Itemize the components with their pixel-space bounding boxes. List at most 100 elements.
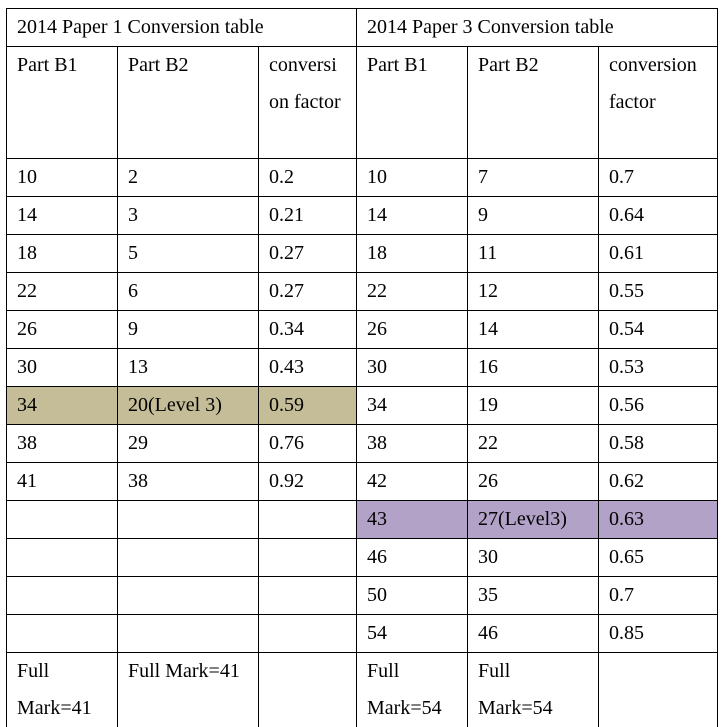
paper1-cell-conversion-factor: 0.92: [257, 462, 358, 501]
paper3-title: 2014 Paper 3 Conversion table: [356, 8, 719, 47]
paper1-cell-conversion-factor: 0.59: [257, 386, 358, 425]
paper3-cell-part-b1: 38: [356, 424, 469, 463]
paper1-cell-conversion-factor: 0.21: [257, 196, 358, 235]
paper1-cell-part-b1: 34: [6, 386, 118, 425]
paper3-cell-part-b2: 16: [467, 348, 600, 387]
paper3-cell-part-b1: 14: [356, 196, 469, 235]
paper3-cell-conversion-factor: 0.62: [598, 462, 719, 501]
paper1-cell-part-b1: 18: [6, 234, 118, 273]
paper3-full-mark-part-b1: Full Mark=54: [356, 652, 469, 727]
paper1-title: 2014 Paper 1 Conversion table: [5, 8, 358, 47]
paper1-header-conversion-factor: conversion factor: [257, 46, 358, 159]
paper1-cell-part-b1: 14: [6, 196, 118, 235]
table-row: 50 35 0.7: [6, 576, 719, 615]
paper3-cell-conversion-factor: 0.63: [598, 500, 719, 539]
paper3-cell-conversion-factor: 0.61: [598, 234, 719, 273]
paper1-full-mark-conversion-factor: [257, 652, 358, 727]
paper3-cell-part-b1: 42: [356, 462, 469, 501]
paper3-cell-conversion-factor: 0.58: [598, 424, 719, 463]
paper1-full-mark-part-b1: Full Mark=41: [6, 652, 118, 727]
paper1-cell-part-b1: [6, 614, 118, 653]
paper3-cell-part-b2: 7: [467, 158, 600, 197]
paper3-cell-part-b1: 54: [356, 614, 469, 653]
table-row: 10 2 0.2 10 7 0.7: [6, 158, 719, 197]
conversion-tables: 2014 Paper 1 Conversion table 2014 Paper…: [5, 8, 719, 727]
paper3-cell-conversion-factor: 0.65: [598, 538, 719, 577]
paper1-cell-conversion-factor: 0.76: [257, 424, 358, 463]
paper1-cell-conversion-factor: [257, 614, 358, 653]
footer-row: Full Mark=41 Full Mark=41 Full Mark=54 Full…: [6, 652, 719, 727]
paper3-cell-part-b2: 9: [467, 196, 600, 235]
table-row: 34 20(Level 3) 0.59 34 19 0.56: [6, 386, 719, 425]
paper3-cell-conversion-factor: 0.85: [598, 614, 719, 653]
table-row: 43 27(Level3) 0.63: [6, 500, 719, 539]
paper3-cell-conversion-factor: 0.56: [598, 386, 719, 425]
paper1-cell-part-b1: [6, 538, 118, 577]
paper1-cell-conversion-factor: [257, 538, 358, 577]
paper1-cell-part-b2: 38: [117, 462, 259, 501]
paper1-cell-part-b1: 41: [6, 462, 118, 501]
paper3-cell-part-b1: 50: [356, 576, 469, 615]
paper3-cell-part-b1: 43: [356, 500, 469, 539]
table-row: 41 38 0.92 42 26 0.62: [6, 462, 719, 501]
paper3-cell-conversion-factor: 0.64: [598, 196, 719, 235]
table-row: 22 6 0.27 22 12 0.55: [6, 272, 719, 311]
paper3-cell-part-b2: 35: [467, 576, 600, 615]
paper1-cell-part-b2: 9: [117, 310, 259, 349]
paper1-cell-part-b2: 6: [117, 272, 259, 311]
paper3-cell-part-b1: 22: [356, 272, 469, 311]
table-row: 54 46 0.85: [6, 614, 719, 653]
paper1-cell-part-b1: 30: [6, 348, 118, 387]
paper1-cell-conversion-factor: 0.27: [257, 272, 358, 311]
paper3-cell-part-b2: 14: [467, 310, 600, 349]
paper1-cell-part-b2: 5: [117, 234, 259, 273]
paper3-header-part-b2: Part B2: [467, 46, 600, 159]
paper1-full-mark-part-b2: Full Mark=41: [117, 652, 259, 727]
paper3-cell-conversion-factor: 0.53: [598, 348, 719, 387]
table-row: 26 9 0.34 26 14 0.54: [6, 310, 719, 349]
paper1-cell-part-b2: [117, 538, 259, 577]
paper3-full-mark-part-b2: Full Mark=54: [467, 652, 600, 727]
table-row: 38 29 0.76 38 22 0.58: [6, 424, 719, 463]
paper1-cell-part-b1: [6, 500, 118, 539]
paper3-cell-conversion-factor: 0.55: [598, 272, 719, 311]
paper3-cell-part-b2: 11: [467, 234, 600, 273]
paper1-cell-conversion-factor: 0.27: [257, 234, 358, 273]
paper3-cell-conversion-factor: 0.7: [598, 158, 719, 197]
paper1-header-part-b2: Part B2: [117, 46, 259, 159]
paper1-cell-conversion-factor: 0.34: [257, 310, 358, 349]
paper1-cell-part-b1: 10: [6, 158, 118, 197]
paper1-cell-conversion-factor: 0.2: [257, 158, 358, 197]
paper1-cell-part-b2: 3: [117, 196, 259, 235]
table-row: 30 13 0.43 30 16 0.53: [6, 348, 719, 387]
table-row: 14 3 0.21 14 9 0.64: [6, 196, 719, 235]
paper3-header-part-b1: Part B1: [356, 46, 469, 159]
paper3-cell-part-b2: 27(Level3): [467, 500, 600, 539]
table-row: 46 30 0.65: [6, 538, 719, 577]
paper1-cell-part-b1: [6, 576, 118, 615]
paper1-cell-conversion-factor: 0.43: [257, 348, 358, 387]
paper1-cell-part-b2: 29: [117, 424, 259, 463]
paper1-cell-part-b2: 13: [117, 348, 259, 387]
paper1-cell-part-b1: 22: [6, 272, 118, 311]
paper3-cell-part-b1: 30: [356, 348, 469, 387]
paper1-cell-conversion-factor: [257, 576, 358, 615]
paper1-cell-part-b2: 2: [117, 158, 259, 197]
paper3-cell-part-b2: 30: [467, 538, 600, 577]
paper3-cell-part-b1: 26: [356, 310, 469, 349]
paper3-cell-conversion-factor: 0.54: [598, 310, 719, 349]
paper1-header-part-b1: Part B1: [6, 46, 118, 159]
paper1-cell-part-b2: [117, 614, 259, 653]
paper3-cell-conversion-factor: 0.7: [598, 576, 719, 615]
paper1-cell-part-b2: 20(Level 3): [117, 386, 259, 425]
paper1-cell-part-b2: [117, 576, 259, 615]
paper3-cell-part-b2: 46: [467, 614, 600, 653]
paper3-cell-part-b2: 12: [467, 272, 600, 311]
paper3-cell-part-b1: 18: [356, 234, 469, 273]
paper3-cell-part-b1: 10: [356, 158, 469, 197]
paper1-cell-part-b1: 26: [6, 310, 118, 349]
paper3-cell-part-b2: 19: [467, 386, 600, 425]
paper3-cell-part-b2: 26: [467, 462, 600, 501]
paper1-cell-part-b2: [117, 500, 259, 539]
paper3-cell-part-b1: 46: [356, 538, 469, 577]
